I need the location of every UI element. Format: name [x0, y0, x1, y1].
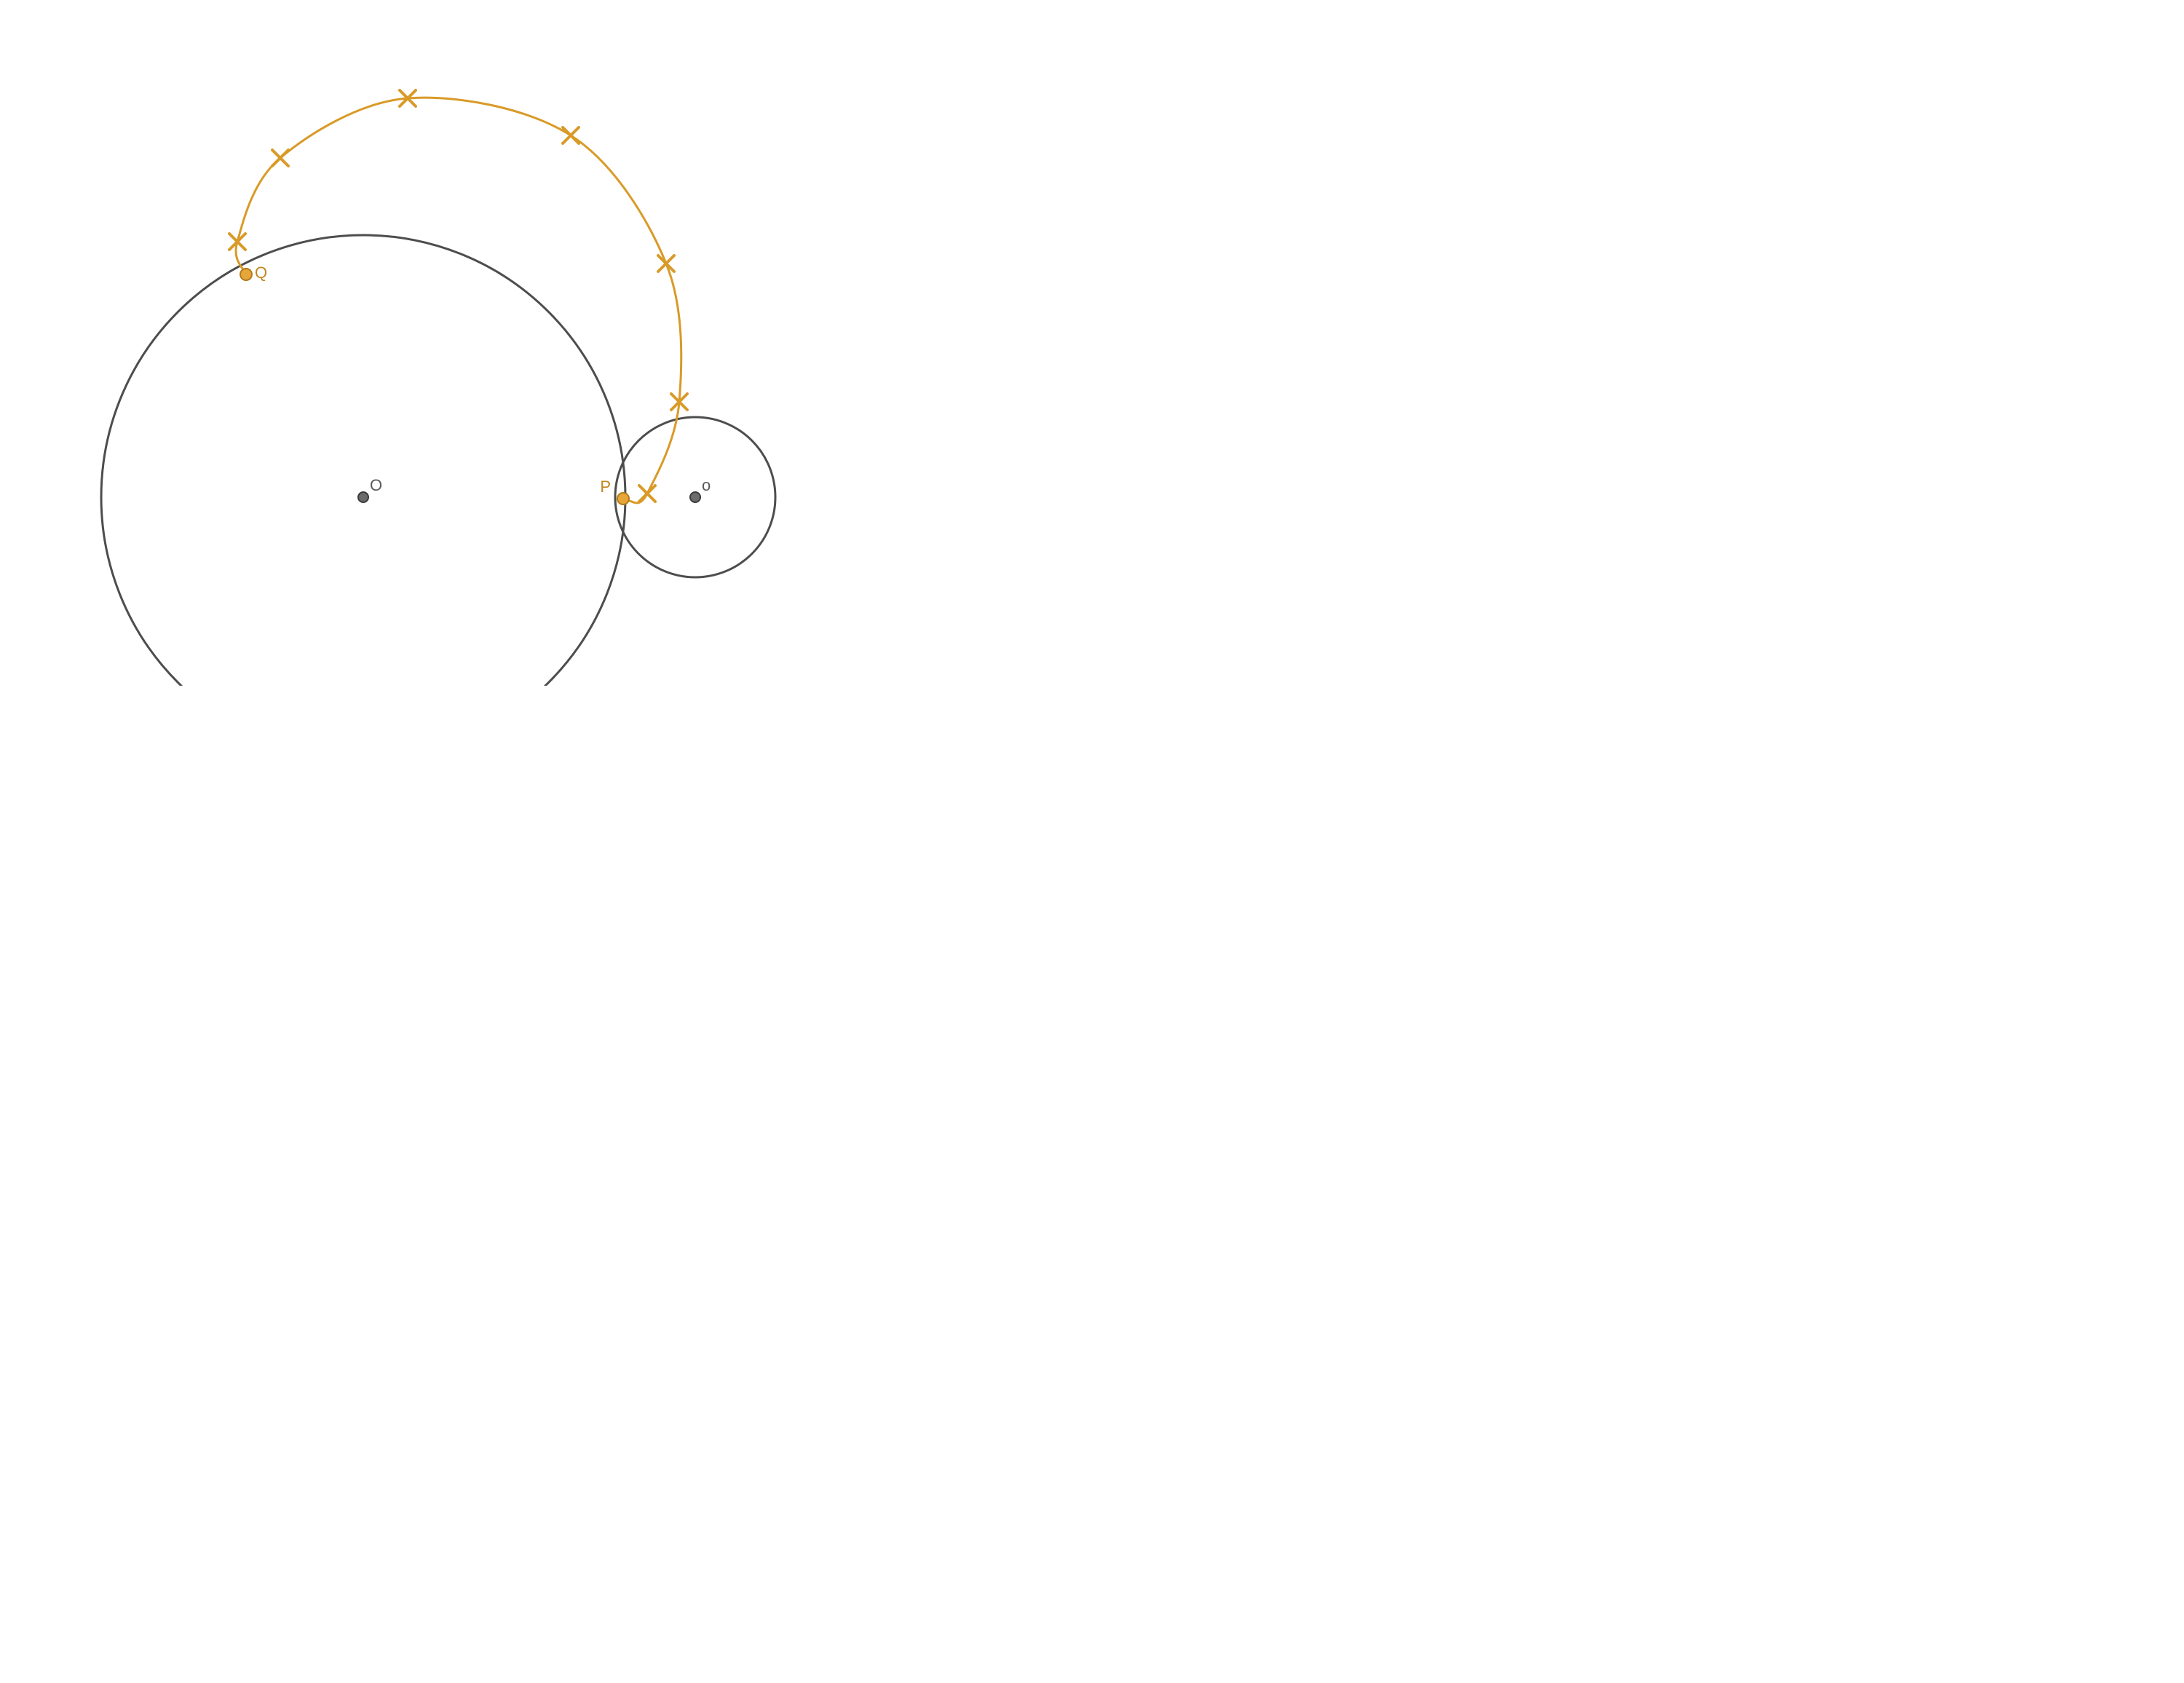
geometry-diagram: Oo P Q	[0, 0, 884, 686]
cross-mark	[229, 234, 245, 250]
epicycloid-arc	[236, 98, 681, 503]
point-Q-point	[240, 269, 252, 280]
center-o-point	[690, 492, 700, 502]
point-Q-label: Q	[255, 264, 267, 282]
center-O-label: O	[370, 476, 382, 494]
large-circle	[101, 235, 625, 686]
point-P-point	[617, 493, 629, 504]
point-P-label: P	[600, 478, 611, 496]
cross-mark	[272, 150, 288, 166]
cross-mark	[639, 486, 655, 502]
center-O-point	[358, 492, 368, 502]
cross-mark	[563, 127, 579, 143]
center-o-label: o	[702, 476, 711, 494]
cross-mark	[658, 256, 674, 272]
